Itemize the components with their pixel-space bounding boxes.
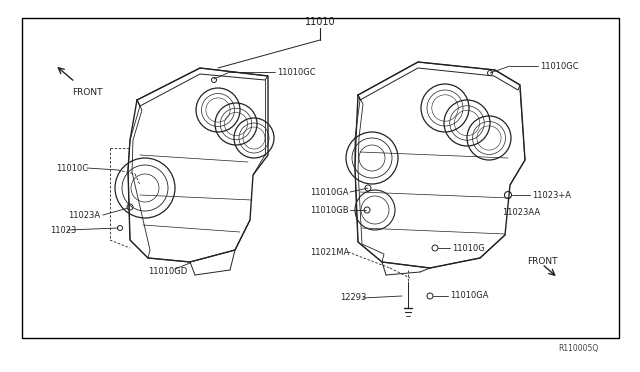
Text: FRONT: FRONT <box>72 88 102 97</box>
Text: 11010: 11010 <box>305 17 335 27</box>
Text: 11010GB: 11010GB <box>310 205 349 215</box>
Text: 11023+A: 11023+A <box>532 190 571 199</box>
Text: R110005Q: R110005Q <box>558 343 598 353</box>
Text: 11010G: 11010G <box>452 244 484 253</box>
Text: 12293: 12293 <box>340 294 366 302</box>
Text: 11023A: 11023A <box>68 211 100 219</box>
Text: 11010C: 11010C <box>56 164 88 173</box>
Text: 11023AA: 11023AA <box>502 208 540 217</box>
Text: 11021MA: 11021MA <box>310 247 349 257</box>
Text: FRONT: FRONT <box>527 257 557 266</box>
Text: 11010GC: 11010GC <box>540 61 579 71</box>
Text: 11010GA: 11010GA <box>310 187 349 196</box>
Bar <box>22 18 619 338</box>
Text: 11010GC: 11010GC <box>277 67 316 77</box>
Text: 11023: 11023 <box>50 225 76 234</box>
Text: 11010GA: 11010GA <box>450 292 488 301</box>
Text: 11010GD: 11010GD <box>148 267 188 276</box>
